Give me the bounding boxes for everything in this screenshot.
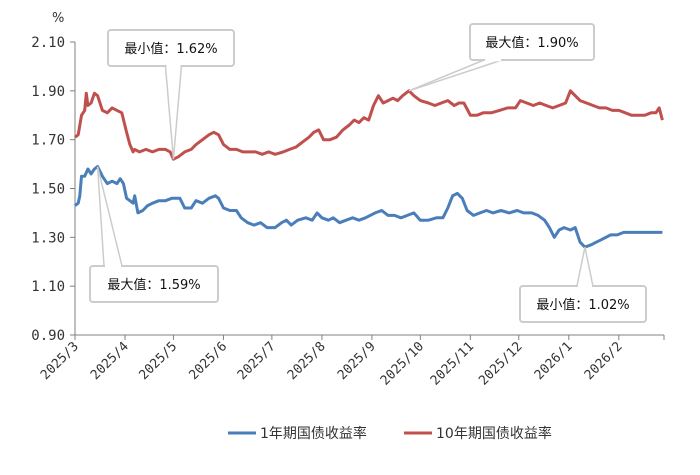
callout-label: 最大值：1.59%	[107, 277, 200, 293]
y-tick-label: 1.30	[31, 230, 65, 246]
callout-layer: 最小值：1.62% 最大值：1.90% 最大值：1.59% 最小值：1.02%	[89, 23, 647, 323]
y-tick-label: 1.10	[31, 279, 65, 295]
callout-pointer	[576, 246, 594, 287]
y-tick-label: 1.50	[31, 182, 65, 198]
x-tick-label: 2025/10	[378, 339, 427, 388]
legend-label: 1年期国债收益率	[260, 425, 367, 442]
legend-label: 10年期国债收益率	[436, 425, 552, 442]
callout-label: 最小值：1.02%	[536, 297, 629, 313]
callout-box	[89, 265, 219, 303]
callout: 最小值：1.62%	[107, 29, 235, 160]
callout: 最大值：1.59%	[89, 166, 219, 303]
callout: 最大值：1.90%	[408, 23, 595, 92]
callout-pointer	[408, 59, 503, 92]
x-tick-label: 2025/9	[335, 339, 379, 383]
callout: 最小值：1.02%	[519, 246, 647, 323]
x-tick-label: 2026/1	[532, 339, 576, 383]
x-axis: 2025/3 2025/4 2025/5 2025/6 2025/7 2025/8 2025…	[38, 334, 665, 389]
y-axis-unit: %	[52, 11, 64, 26]
legend-item: 1年期国债收益率	[228, 425, 367, 442]
callout-label: 最小值：1.62%	[124, 41, 217, 57]
x-tick-label: 2025/7	[235, 339, 279, 383]
x-tick-label: 2026/2	[582, 339, 626, 383]
series-line-0	[74, 165, 663, 249]
x-tick-label: 2025/12	[476, 339, 525, 388]
x-tick-label: 2025/4	[88, 339, 132, 383]
y-tick-label: 1.70	[31, 133, 65, 149]
series-line-1	[74, 89, 664, 161]
y-tick-label: 0.90	[31, 328, 65, 344]
callout-box	[469, 23, 595, 61]
y-tick-label: 2.10	[31, 35, 65, 51]
callout-label: 最大值：1.90%	[485, 35, 578, 51]
legend: 1年期国债收益率 10年期国债收益率	[228, 425, 552, 442]
callout-pointer	[164, 65, 183, 160]
x-tick-label: 2025/6	[186, 339, 230, 383]
x-tick-label: 2025/5	[136, 339, 180, 383]
series-layer	[74, 89, 664, 249]
x-tick-label: 2025/11	[428, 339, 477, 388]
legend-item: 10年期国债收益率	[404, 425, 552, 442]
x-tick-label: 2025/8	[285, 339, 329, 383]
y-axis: 0.90 1.10 1.30 1.50 1.70 1.90 2.10	[31, 35, 76, 344]
x-tick-label: 2025/3	[38, 339, 82, 383]
y-tick-label: 1.90	[31, 84, 65, 100]
